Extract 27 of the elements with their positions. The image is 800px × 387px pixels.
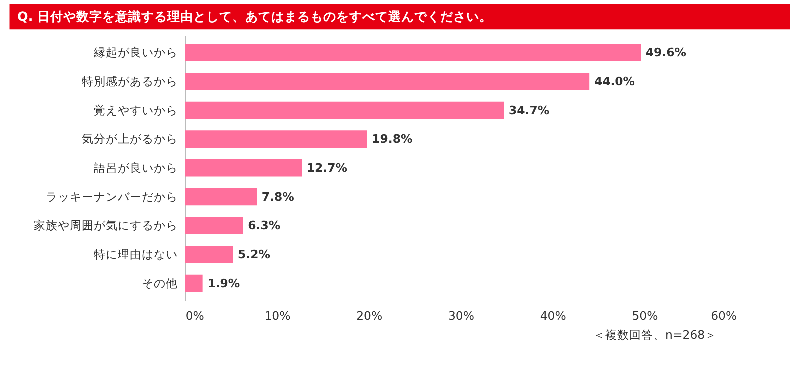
data-label: 6.3% xyxy=(248,218,281,233)
y-tick-label: 家族や周囲が気にするから xyxy=(34,218,178,233)
y-tick-label: その他 xyxy=(142,276,178,290)
data-label: 12.7% xyxy=(306,161,348,176)
data-label: 44.0% xyxy=(594,74,636,89)
data-label: 49.6% xyxy=(646,46,687,60)
y-tick-label: 覚えやすいから xyxy=(94,103,178,118)
y-tick-label: ラッキーナンバーだから xyxy=(46,190,178,204)
y-tick-label: 特別感があるから xyxy=(82,74,178,89)
data-label: 5.2% xyxy=(238,248,271,262)
text: ＜複数回答、n=268＞ xyxy=(594,328,718,342)
x-tick-label: 40% xyxy=(540,308,566,323)
data-label: 7.8% xyxy=(262,190,295,204)
y-tick-label: 縁起が良いから xyxy=(93,46,178,60)
x-tick-label: 50% xyxy=(632,308,658,323)
y-tick-label: 気分が上がるから xyxy=(82,132,178,146)
y-tick-label: 特に理由はない xyxy=(94,248,178,262)
y-tick-label: 語呂が良いから xyxy=(94,161,178,176)
data-label: 1.9% xyxy=(208,276,240,290)
x-tick-label: 30% xyxy=(448,308,474,323)
data-label: 19.8% xyxy=(372,132,413,146)
x-tick-label: 10% xyxy=(264,308,291,323)
x-tick-label: 0% xyxy=(186,308,204,323)
chart-title: Q. 日付や数字を意識する理由として、あてはまるものをすべて選んでください。 xyxy=(18,8,493,24)
x-tick-label: 20% xyxy=(356,308,383,323)
x-tick-label: 60% xyxy=(711,308,738,323)
data-label: 34.7% xyxy=(509,103,550,118)
